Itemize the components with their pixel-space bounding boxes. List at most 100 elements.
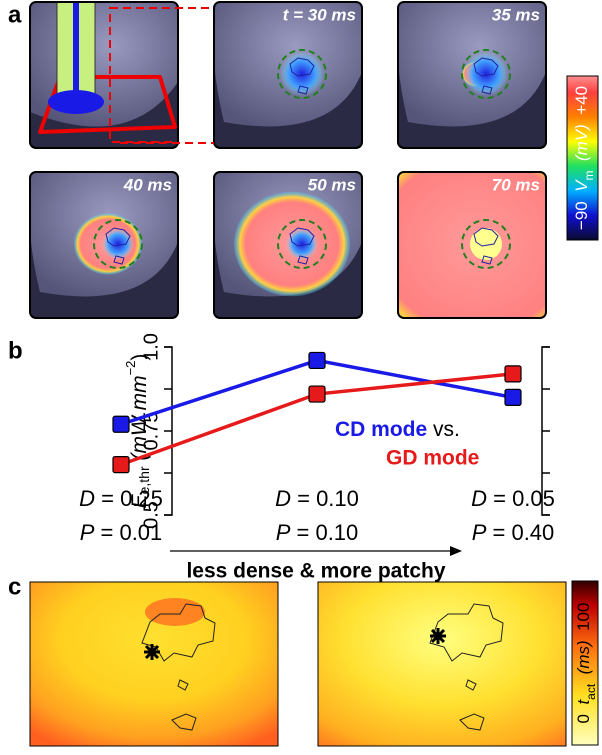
- colorbar-label: 0 tact (ms) 100: [574, 603, 598, 724]
- legend-entry: GD mode: [386, 447, 479, 470]
- frame-time: t = 30 ms: [283, 5, 356, 24]
- var: P: [276, 520, 291, 545]
- rest: = 0.10: [290, 520, 358, 545]
- x-tick-label: D = 0.25: [79, 486, 163, 511]
- y-tick-label: 0.75: [140, 412, 162, 451]
- var: D: [79, 486, 95, 511]
- electrode-outline: [277, 49, 327, 99]
- marker: [308, 351, 326, 370]
- electrode-core: [73, 2, 79, 97]
- legend-joiner: vs.: [433, 418, 460, 441]
- stim-marker: [144, 644, 160, 660]
- electrode-outline: [277, 219, 327, 269]
- electrode-outline: [461, 49, 511, 99]
- chart: 0.50.751.0Ee,thr (mW mm−2)D = 0.25P = 0.…: [79, 333, 555, 582]
- early-region: [145, 598, 205, 626]
- space: [574, 631, 593, 640]
- legend: CD mode vs.: [335, 418, 460, 441]
- colorbar-unit: (mV): [572, 124, 591, 161]
- marker: [112, 456, 130, 474]
- frame-time: 35 ms: [492, 5, 540, 24]
- marker: [504, 365, 522, 383]
- panel-c-images: [29, 581, 567, 747]
- electrode-outline: [93, 219, 143, 269]
- y-label-sub: e,thr: [136, 466, 152, 494]
- electrode-tip: [48, 90, 104, 114]
- var: D: [471, 486, 487, 511]
- contour: [289, 227, 315, 265]
- electrode-outline: [461, 219, 511, 269]
- colorbar-min: −90: [572, 201, 591, 230]
- y-label-exp: −2: [123, 361, 138, 376]
- tile: [398, 2, 546, 148]
- contour: [105, 227, 131, 265]
- activation-map: [317, 581, 567, 747]
- colorbar-max: +40: [572, 86, 591, 115]
- var: P: [472, 520, 487, 545]
- colorbar-symbol: t: [574, 699, 593, 705]
- frame-time: 40 ms: [123, 175, 172, 194]
- colorbar-subscript: m: [582, 170, 596, 180]
- x-tick-label: D = 0.10: [275, 486, 359, 511]
- tile-border: [29, 1, 179, 149]
- panel-label: b: [8, 337, 23, 364]
- tile-border: [397, 171, 547, 319]
- marker: [112, 415, 130, 433]
- space: [572, 115, 591, 124]
- x-tick-label: D = 0.05: [471, 486, 555, 511]
- panel-label: a: [8, 1, 22, 28]
- colorbar-label: −90 Vm (mV) +40: [572, 86, 596, 230]
- electrode-plate: [38, 75, 177, 134]
- marker: [308, 385, 326, 403]
- var: D: [275, 486, 291, 511]
- colorbar: [566, 75, 599, 241]
- frame-time: 70 ms: [492, 175, 540, 194]
- tile: [30, 172, 178, 318]
- legend-entry: CD mode: [335, 418, 427, 441]
- rest: = 0.25: [95, 486, 163, 511]
- colorbar-symbol: V: [572, 179, 591, 192]
- tile: [30, 2, 178, 148]
- rest: = 0.40: [486, 520, 554, 545]
- tile-border: [397, 1, 547, 149]
- space: [572, 161, 591, 170]
- arrow-head: [450, 546, 462, 556]
- activation: [286, 228, 318, 260]
- contour: [429, 603, 504, 731]
- tile: [214, 2, 362, 148]
- y-tick-label: 1.0: [140, 333, 162, 361]
- contour: [473, 227, 499, 265]
- x-arrow-label: less dense & more patchy: [186, 560, 445, 583]
- rest: = 0.05: [487, 486, 555, 511]
- colorbar: [571, 580, 599, 746]
- tile-border: [213, 171, 363, 319]
- var: P: [80, 520, 95, 545]
- colorbar-min: 0: [574, 714, 593, 723]
- tile: [398, 172, 546, 318]
- stim-marker: [430, 628, 446, 644]
- y-label-symbol: E: [128, 493, 151, 508]
- tile-border: [29, 171, 179, 319]
- contour: [289, 57, 315, 95]
- rest: = 0.01: [94, 520, 162, 545]
- x-tick-label: P = 0.01: [80, 520, 163, 545]
- colorbar-max: 100: [574, 603, 593, 631]
- space: [574, 705, 593, 714]
- tile: [214, 172, 362, 318]
- colorbar-subscript: act: [584, 683, 598, 700]
- activation: [470, 228, 502, 260]
- space: [572, 192, 591, 201]
- frame-time: 50 ms: [308, 175, 356, 194]
- y-tick-label: 0.5: [140, 501, 162, 529]
- contour: [473, 57, 499, 95]
- rest: = 0.10: [291, 486, 359, 511]
- colorbar-unit: (ms): [574, 640, 593, 674]
- y-label-close: ): [128, 354, 151, 361]
- tile-border: [213, 1, 363, 149]
- activation: [102, 228, 134, 260]
- x-tick-label: P = 0.10: [276, 520, 359, 545]
- marker: [504, 388, 522, 406]
- x-tick-label: P = 0.40: [472, 520, 555, 545]
- panel-label: c: [8, 573, 21, 600]
